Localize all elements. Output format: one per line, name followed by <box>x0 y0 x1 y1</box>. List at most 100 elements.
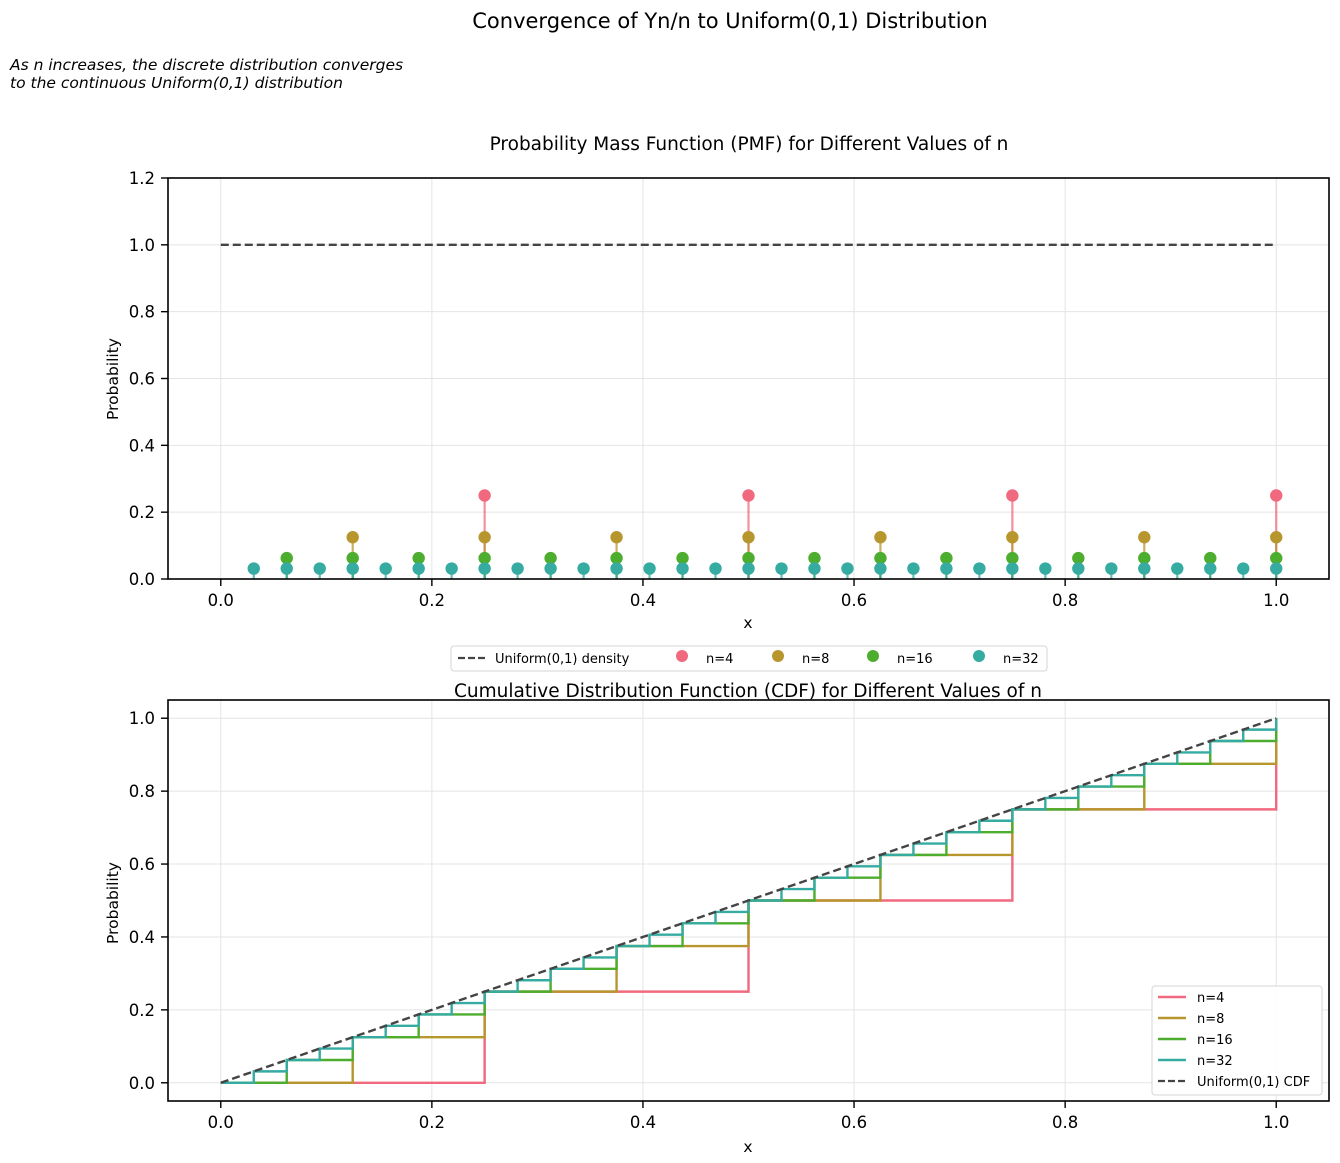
pmf-point-n4 <box>478 489 491 502</box>
pmf-point-n16 <box>874 551 887 565</box>
cdf-x-tick-label: 0.8 <box>1052 1113 1078 1132</box>
pmf-y-tick-label: 0.4 <box>129 436 155 455</box>
pmf-point-n32 <box>379 562 392 575</box>
pmf-point-n32 <box>973 562 986 575</box>
pmf-y-tick-label: 0.8 <box>129 303 155 322</box>
pmf-x-tick-label: 0.0 <box>208 591 234 610</box>
pmf-point-n32 <box>1204 562 1217 575</box>
cdf-y-axis-label: Probability <box>104 862 122 944</box>
pmf-point-n4 <box>1270 489 1283 502</box>
pmf-point-n32 <box>1270 562 1283 575</box>
cdf-panel: Cumulative Distribution Function (CDF) f… <box>104 681 1330 1156</box>
pmf-x-tick-label: 1.0 <box>1263 591 1289 610</box>
pmf-legend-n32-label: n=32 <box>1003 652 1039 667</box>
pmf-point-n16 <box>1072 551 1085 565</box>
cdf-legend-n16-label: n=16 <box>1197 1033 1233 1048</box>
pmf-y-axis-label: Probability <box>104 338 122 420</box>
pmf-point-n32 <box>940 562 953 575</box>
pmf-legend-box <box>450 645 1048 672</box>
pmf-point-n32 <box>1072 562 1085 575</box>
pmf-point-n16 <box>544 551 557 565</box>
cdf-uniform-cdf-line <box>220 717 1277 1084</box>
cdf-x-tick-label: 0.6 <box>841 1113 867 1132</box>
pmf-legend-n4-swatch <box>676 650 688 662</box>
cdf-legend-box <box>1151 985 1323 1096</box>
pmf-title: Probability Mass Function (PMF) for Diff… <box>490 134 1009 155</box>
pmf-legend-uniform-label: Uniform(0,1) density <box>495 652 630 667</box>
pmf-series-n32 <box>247 562 1283 579</box>
pmf-point-n32 <box>544 562 557 575</box>
figure-subtitle-line-1: As n increases, the discrete distributio… <box>9 56 403 74</box>
pmf-point-n16 <box>676 551 689 565</box>
cdf-y-tick-label: 0.2 <box>129 1001 155 1020</box>
cdf-x-tick-label: 0.2 <box>419 1113 445 1132</box>
pmf-point-n16 <box>1270 551 1283 565</box>
pmf-point-n32 <box>511 562 524 575</box>
pmf-point-n4 <box>1006 489 1019 502</box>
pmf-legend-n8-label: n=8 <box>802 652 829 667</box>
pmf-legend-n16-swatch <box>867 650 879 662</box>
pmf-x-axis-label: x <box>743 614 752 632</box>
pmf-point-n32 <box>1006 562 1019 575</box>
cdf-y-tick-label: 0.8 <box>129 782 155 801</box>
pmf-point-n16 <box>412 551 425 565</box>
pmf-point-n8 <box>874 531 887 544</box>
pmf-legend: Uniform(0,1) density n=4 n=8 n=16 n=32 <box>450 645 1048 672</box>
pmf-point-n16 <box>346 551 359 565</box>
pmf-panel: Probability Mass Function (PMF) for Diff… <box>104 134 1330 632</box>
pmf-point-n8 <box>610 531 623 544</box>
cdf-axis-ticks: 0.0 0.2 0.4 0.6 0.8 1.0 0.0 0.2 0.4 0.6 0.8 1.0 <box>129 709 1290 1132</box>
pmf-point-n4 <box>742 489 755 502</box>
cdf-legend-n32-label: n=32 <box>1197 1054 1233 1069</box>
pmf-point-n16 <box>610 551 623 565</box>
pmf-point-n32 <box>742 562 755 575</box>
pmf-point-n32 <box>709 562 722 575</box>
pmf-point-n32 <box>1237 562 1250 575</box>
pmf-y-tick-label: 1.0 <box>129 236 155 255</box>
pmf-point-n16 <box>1204 551 1217 565</box>
pmf-legend-n16-label: n=16 <box>897 652 933 667</box>
pmf-point-n32 <box>1138 562 1151 575</box>
pmf-point-n32 <box>313 562 326 575</box>
cdf-legend-n8-label: n=8 <box>1197 1012 1224 1027</box>
pmf-point-n32 <box>874 562 887 575</box>
pmf-point-n32 <box>412 562 425 575</box>
pmf-y-tick-label: 1.2 <box>129 169 155 188</box>
pmf-y-tick-label: 0.2 <box>129 503 155 522</box>
pmf-point-n32 <box>1039 562 1052 575</box>
pmf-y-tick-label: 0.0 <box>129 570 155 589</box>
cdf-x-tick-label: 0.0 <box>208 1113 234 1132</box>
pmf-point-n32 <box>346 562 359 575</box>
cdf-x-tick-label: 0.4 <box>630 1113 656 1132</box>
pmf-x-tick-label: 0.6 <box>841 591 867 610</box>
pmf-point-n8 <box>1270 531 1283 544</box>
figure-subtitle-line-2: to the continuous Uniform(0,1) distribut… <box>10 74 343 92</box>
pmf-point-n16 <box>808 551 821 565</box>
pmf-point-n8 <box>346 531 359 544</box>
pmf-point-n32 <box>247 562 260 575</box>
cdf-y-tick-label: 0.6 <box>129 855 155 874</box>
cdf-legend-n4-label: n=4 <box>1197 991 1224 1006</box>
pmf-point-n32 <box>577 562 590 575</box>
cdf-title: Cumulative Distribution Function (CDF) f… <box>454 681 1042 702</box>
pmf-point-n32 <box>808 562 821 575</box>
pmf-point-n32 <box>1171 562 1184 575</box>
cdf-legend: n=4 n=8 n=16 n=32 Uniform(0,1) CDF <box>1151 985 1323 1096</box>
pmf-x-tick-label: 0.2 <box>419 591 445 610</box>
pmf-point-n32 <box>280 562 293 575</box>
cdf-y-tick-label: 0.4 <box>129 928 155 947</box>
pmf-point-n8 <box>742 531 755 544</box>
pmf-point-n32 <box>775 562 788 575</box>
pmf-point-n8 <box>1006 531 1019 544</box>
pmf-stem-marks <box>247 489 1283 579</box>
pmf-point-n8 <box>478 531 491 544</box>
pmf-point-n16 <box>1138 551 1151 565</box>
pmf-point-n16 <box>478 551 491 565</box>
pmf-point-n32 <box>478 562 491 575</box>
pmf-legend-n32-swatch <box>973 650 985 662</box>
pmf-x-tick-label: 0.8 <box>1052 591 1078 610</box>
pmf-point-n32 <box>610 562 623 575</box>
pmf-point-n32 <box>907 562 920 575</box>
pmf-point-n16 <box>742 551 755 565</box>
